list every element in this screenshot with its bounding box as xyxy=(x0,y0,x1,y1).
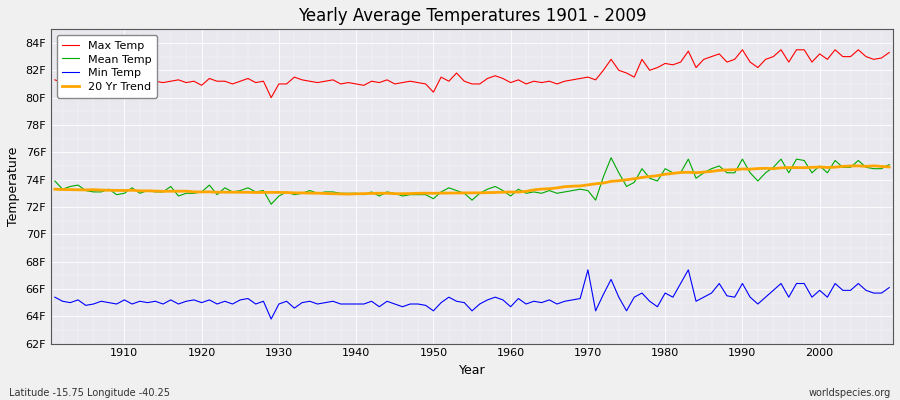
Mean Temp xyxy=(50,178,60,183)
Mean Temp xyxy=(266,202,276,207)
Min Temp xyxy=(513,296,524,301)
Line: Mean Temp: Mean Temp xyxy=(55,158,889,204)
Legend: Max Temp, Mean Temp, Min Temp, 20 Yr Trend: Max Temp, Mean Temp, Min Temp, 20 Yr Tre… xyxy=(57,35,157,98)
Min Temp xyxy=(336,302,346,306)
Max Temp xyxy=(513,78,524,82)
20 Yr Trend xyxy=(513,190,524,194)
X-axis label: Year: Year xyxy=(459,364,485,377)
20 Yr Trend xyxy=(505,190,516,194)
Min Temp xyxy=(614,295,625,300)
Max Temp xyxy=(505,80,516,85)
20 Yr Trend xyxy=(868,164,879,168)
20 Yr Trend xyxy=(50,187,60,192)
Mean Temp xyxy=(112,192,122,197)
Min Temp xyxy=(289,306,300,310)
Min Temp xyxy=(266,317,276,322)
20 Yr Trend xyxy=(112,188,122,193)
Max Temp xyxy=(266,95,276,100)
20 Yr Trend xyxy=(328,191,338,196)
Max Temp xyxy=(737,47,748,52)
20 Yr Trend xyxy=(606,179,616,184)
Mean Temp xyxy=(614,170,625,175)
Title: Yearly Average Temperatures 1901 - 2009: Yearly Average Temperatures 1901 - 2009 xyxy=(298,7,646,25)
Mean Temp xyxy=(289,192,300,197)
20 Yr Trend xyxy=(281,190,292,195)
Max Temp xyxy=(606,57,616,62)
Mean Temp xyxy=(606,155,616,160)
Mean Temp xyxy=(513,187,524,192)
20 Yr Trend xyxy=(884,164,895,169)
Line: Max Temp: Max Temp xyxy=(55,50,889,98)
Mean Temp xyxy=(505,194,516,198)
Min Temp xyxy=(112,302,122,306)
Max Temp xyxy=(50,78,60,82)
Line: 20 Yr Trend: 20 Yr Trend xyxy=(55,166,889,194)
Min Temp xyxy=(884,285,895,290)
Min Temp xyxy=(582,268,593,272)
Max Temp xyxy=(289,75,300,80)
Y-axis label: Temperature: Temperature xyxy=(7,147,20,226)
Min Temp xyxy=(505,304,516,309)
Max Temp xyxy=(336,82,346,86)
Line: Min Temp: Min Temp xyxy=(55,270,889,319)
Max Temp xyxy=(884,50,895,55)
Text: Latitude -15.75 Longitude -40.25: Latitude -15.75 Longitude -40.25 xyxy=(9,388,170,398)
Mean Temp xyxy=(336,191,346,196)
Max Temp xyxy=(112,82,122,86)
Min Temp xyxy=(50,295,60,300)
Mean Temp xyxy=(884,162,895,167)
20 Yr Trend xyxy=(343,192,354,196)
Text: worldspecies.org: worldspecies.org xyxy=(809,388,891,398)
